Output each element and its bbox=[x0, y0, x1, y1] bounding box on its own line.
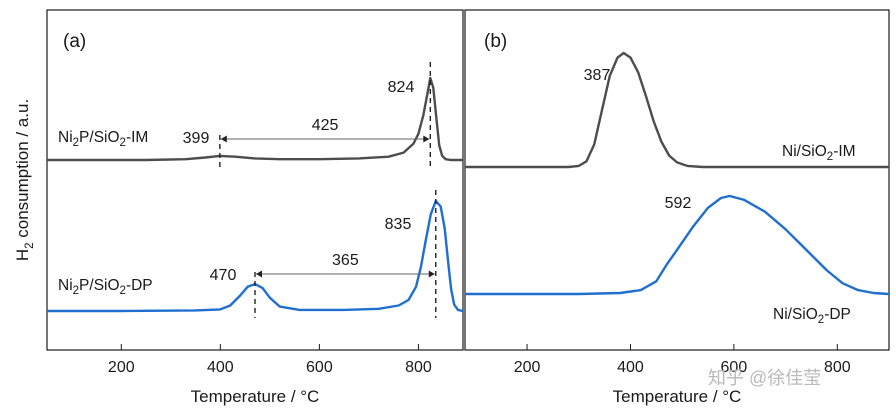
y-axis-title-rest: consumption / a.u. bbox=[13, 99, 32, 243]
panel-a-x-tick-label: 800 bbox=[405, 359, 432, 376]
panel-a-series-label-dp-part: P/SiO bbox=[79, 277, 119, 294]
peak-label-im-399: 399 bbox=[183, 130, 210, 147]
panel-a-series-label-im-part: 2 bbox=[73, 137, 79, 149]
arrow-head-right-im bbox=[423, 135, 430, 143]
panel-b-frame bbox=[464, 9, 890, 351]
peak-label-dp-835: 835 bbox=[385, 216, 412, 233]
panel-a-x-tick-label: 200 bbox=[108, 359, 135, 376]
panel-b-series-label-dp-part: -DP bbox=[824, 306, 851, 323]
panel-a-series-label-dp-part: 2 bbox=[120, 285, 126, 297]
panel-a-x-tick-label: 400 bbox=[207, 359, 234, 376]
panel-a-series-label-im: Ni2P/SiO2-IM bbox=[58, 129, 148, 149]
arrow-head-left-im bbox=[220, 135, 227, 143]
panel-b-series-label-dp-part: 2 bbox=[818, 314, 824, 326]
panel-b: (b) 200 400 600 800 Ni/SiO2-IM387Ni/SiO2-DP… bbox=[464, 9, 890, 406]
panel-a-series-label-im-part: 2 bbox=[120, 137, 126, 149]
panel-a-x-tick-label: 600 bbox=[306, 359, 333, 376]
panel-a-series-label-im-part: -IM bbox=[126, 129, 148, 146]
arrow-head-left-dp bbox=[256, 270, 262, 278]
y-axis-title: H2 consumption / a.u. bbox=[13, 99, 36, 261]
panel-b-series-label-im: Ni/SiO2-IM bbox=[782, 143, 856, 163]
panel-b-series-label-im-part: 2 bbox=[827, 151, 833, 163]
watermark: 知乎 @徐佳莹 bbox=[708, 368, 821, 388]
panel-a-series-label-im-part: Ni bbox=[58, 129, 73, 146]
panel-b-ticks: 200 400 600 800 bbox=[514, 344, 851, 376]
panel-a-line-im bbox=[47, 76, 463, 162]
distance-label-im: 425 bbox=[312, 117, 339, 134]
panel-a-series-label-im-part: P/SiO bbox=[79, 129, 119, 146]
arrow-head-right-dp bbox=[428, 270, 435, 278]
panel-b-x-tick-label: 200 bbox=[514, 359, 541, 376]
panel-b-series-label-dp: Ni/SiO2-DP bbox=[773, 306, 851, 326]
panel-a-line-dp bbox=[47, 199, 464, 313]
panel-b-x-axis-title: Temperature / °C bbox=[613, 387, 742, 406]
panel-a: (a) 200 400 600 800 Ni2P/SiO2-IMNi2P/SiO2-D… bbox=[46, 9, 464, 406]
panel-a-x-axis-title: Temperature / °C bbox=[191, 387, 320, 406]
distance-label-dp: 365 bbox=[332, 252, 359, 269]
panel-b-line-im bbox=[465, 51, 889, 169]
panel-a-series-label-dp-part: Ni bbox=[58, 277, 73, 294]
panel-a-series-label-dp-part: 2 bbox=[73, 285, 79, 297]
panel-b-line-dp bbox=[465, 194, 890, 296]
panel-a-series-label-dp-part: -DP bbox=[126, 277, 153, 294]
y-axis-title-main: H bbox=[13, 249, 32, 261]
panel-b-series-label-im-part: Ni/SiO bbox=[782, 143, 827, 160]
panel-b-series-label-dp-part: Ni/SiO bbox=[773, 306, 818, 323]
panel-b-x-tick-label: 400 bbox=[617, 359, 644, 376]
y-axis-title-sub: 2 bbox=[24, 242, 36, 248]
peak-label-b-im: 387 bbox=[584, 67, 611, 84]
peak-label-im-824: 824 bbox=[388, 79, 415, 96]
panel-a-ticks: 200 400 600 800 bbox=[108, 344, 432, 376]
peak-label-dp-470: 470 bbox=[210, 267, 237, 284]
panel-b-series-label-im-part: -IM bbox=[833, 143, 855, 160]
panel-a-series: Ni2P/SiO2-IMNi2P/SiO2-DP3998244708354253… bbox=[47, 62, 464, 318]
panel-a-tag: (a) bbox=[63, 31, 86, 52]
panel-a-frame bbox=[46, 9, 464, 351]
panel-a-series-label-dp: Ni2P/SiO2-DP bbox=[58, 277, 153, 297]
peak-label-b-dp: 592 bbox=[665, 195, 692, 212]
panel-b-tag: (b) bbox=[484, 31, 507, 52]
panel-b-x-tick-label: 800 bbox=[824, 359, 851, 376]
panel-b-x-tick-label: 600 bbox=[721, 359, 748, 376]
